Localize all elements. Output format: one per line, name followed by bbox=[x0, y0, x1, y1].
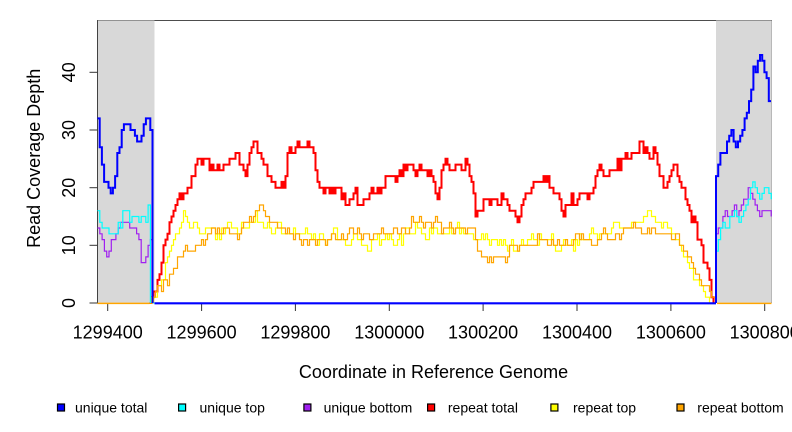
svg-text:1299600: 1299600 bbox=[167, 323, 237, 343]
svg-text:10: 10 bbox=[59, 235, 79, 255]
svg-text:repeat top: repeat top bbox=[573, 400, 636, 416]
svg-text:Read Coverage Depth: Read Coverage Depth bbox=[24, 69, 44, 248]
svg-text:unique top: unique top bbox=[200, 400, 266, 416]
svg-text:30: 30 bbox=[59, 120, 79, 140]
svg-text:1300000: 1300000 bbox=[354, 323, 424, 343]
svg-text:repeat total: repeat total bbox=[448, 400, 518, 416]
svg-text:1300600: 1300600 bbox=[636, 323, 706, 343]
svg-text:0: 0 bbox=[59, 298, 79, 308]
svg-text:1300400: 1300400 bbox=[542, 323, 612, 343]
svg-text:unique bottom: unique bottom bbox=[324, 400, 413, 416]
svg-text:1299400: 1299400 bbox=[73, 323, 143, 343]
svg-text:1299800: 1299800 bbox=[260, 323, 330, 343]
svg-text:repeat bottom: repeat bottom bbox=[697, 400, 783, 416]
svg-text:20: 20 bbox=[59, 178, 79, 198]
svg-text:Coordinate in Reference Genome: Coordinate in Reference Genome bbox=[299, 362, 568, 382]
svg-text:40: 40 bbox=[59, 62, 79, 82]
svg-text:1300200: 1300200 bbox=[448, 323, 518, 343]
svg-text:unique total: unique total bbox=[75, 400, 147, 416]
